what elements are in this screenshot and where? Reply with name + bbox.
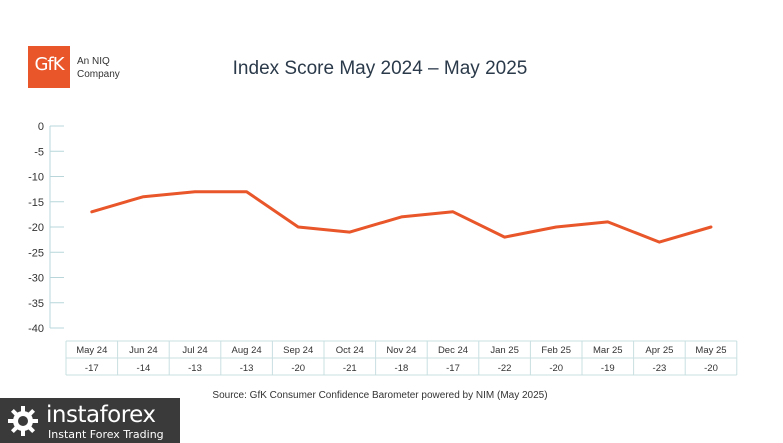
brand-name: instaforex: [46, 402, 156, 428]
data-value-label: -17: [85, 363, 99, 374]
source-note: Source: GfK Consumer Confidence Baromete…: [212, 390, 548, 401]
x-tick-label: Feb 25: [541, 345, 571, 356]
data-value-label: -13: [240, 363, 254, 374]
data-value-label: -13: [188, 363, 202, 374]
data-value-label: -20: [549, 363, 563, 374]
y-tick-label: -25: [28, 247, 44, 259]
y-tick-label: -20: [28, 222, 44, 234]
brand-tagline: Instant Forex Trading: [48, 428, 164, 441]
data-value-label: -23: [653, 363, 667, 374]
x-tick-label: Sep 24: [283, 345, 313, 356]
data-value-label: -21: [343, 363, 357, 374]
chart-title: Index Score May 2024 – May 2025: [232, 58, 528, 79]
series-line: [90, 190, 713, 244]
y-tick-label: -5: [34, 146, 44, 158]
x-tick-label: Apr 25: [645, 345, 673, 356]
x-tick-label: Jan 25: [490, 345, 519, 356]
gear-icon: [8, 406, 38, 436]
gfk-logo: GfK: [28, 46, 70, 88]
company-line-1: An NIQ: [77, 56, 110, 67]
y-tick-label: -40: [28, 323, 44, 335]
data-value-label: -18: [395, 363, 409, 374]
data-value-label: -20: [704, 363, 718, 374]
y-tick-label: -15: [28, 197, 44, 209]
data-value-label: -14: [137, 363, 151, 374]
gfk-logo-text: GfK: [34, 54, 64, 75]
x-tick-label: Nov 24: [386, 345, 416, 356]
y-tick-label: -35: [28, 298, 44, 310]
instaforex-watermark: instaforex Instant Forex Trading: [0, 398, 180, 443]
x-tick-label: May 24: [76, 345, 107, 356]
x-tick-label: May 25: [695, 345, 726, 356]
x-tick-label: Aug 24: [232, 345, 262, 356]
data-value-label: -20: [291, 363, 305, 374]
y-tick-label: 0: [38, 121, 44, 133]
x-tick-label: Jun 24: [129, 345, 158, 356]
y-tick-label: -30: [28, 273, 44, 285]
data-value-label: -17: [446, 363, 460, 374]
x-tick-label: Oct 24: [336, 345, 364, 356]
data-value-label: -19: [601, 363, 615, 374]
x-tick-label: Dec 24: [438, 345, 468, 356]
company-line-2: Company: [77, 69, 120, 80]
x-tick-label: Mar 25: [593, 345, 623, 356]
x-tick-label: Jul 24: [182, 345, 207, 356]
y-tick-label: -10: [28, 172, 44, 184]
data-value-label: -22: [498, 363, 512, 374]
